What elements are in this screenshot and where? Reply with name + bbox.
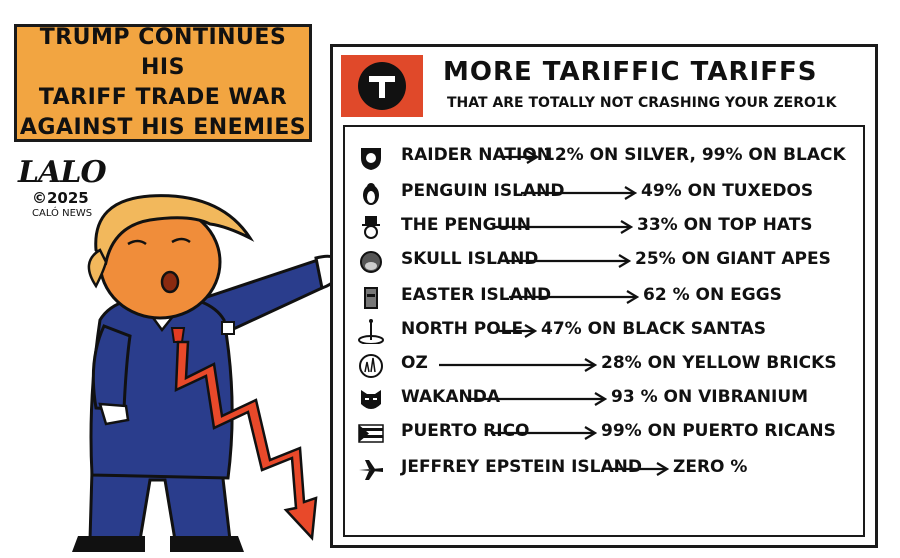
tariff-row: THE PENGUIN 33% ON TOP HATS [345,211,862,243]
tariff-place: JEFFREY EPSTEIN ISLAND [401,457,642,477]
tariff-rate: 93 % ON VIBRANIUM [611,387,809,407]
panther-mask-icon [357,386,385,412]
tariff-row: EASTER ISLAND 62 % ON EGGS [345,281,862,313]
north-pole-icon [357,318,385,345]
board-title: MORE TARIFFIC TARIFFS [443,57,818,87]
emerald-city-icon [357,352,385,378]
hanging-arm [91,324,132,412]
caption-box: TRUMP CONTINUES HIS TARIFF TRADE WAR AGA… [14,24,312,142]
moai-head-icon [357,284,385,310]
right-eye [171,237,191,244]
pointing-arm [195,258,324,341]
shirt-collar [137,298,189,333]
t-logo-icon [358,62,406,110]
artist-signature: LALO ©2025 CALÓ NEWS [18,157,128,221]
lapel-pin [221,321,235,335]
tariff-rate: 47% ON BLACK SANTAS [541,319,767,339]
tariff-place: PENGUIN ISLAND [401,181,565,201]
tariff-row: WAKANDA 93 % ON VIBRANIUM [345,383,862,415]
tariff-place: WAKANDA [401,387,500,407]
tariff-place: RAIDER NATION [401,145,551,165]
puerto-rico-flag-icon [357,420,385,446]
tariff-rate: 49% ON TUXEDOS [641,181,814,201]
raiders-shield-icon [357,144,385,170]
tariff-row: NORTH POLE 47% ON BLACK SANTAS [345,315,862,347]
tariff-row: RAIDER NATION 12% ON SILVER, 99% ON BLACK [345,141,862,173]
tariff-list: RAIDER NATION 12% ON SILVER, 99% ON BLACK… [343,125,865,537]
tariff-place: NORTH POLE [401,319,524,339]
tariff-row: PENGUIN ISLAND 49% ON TUXEDOS [345,177,862,209]
tariff-place: OZ [401,353,428,373]
tariff-row: JEFFREY EPSTEIN ISLAND ZERO % [345,453,862,485]
right-arrow-icon [609,462,669,476]
right-arrow-icon [499,324,537,338]
penguin-icon [357,180,385,206]
right-arrow-icon [521,186,637,200]
signature-year: ©2025 [32,189,89,207]
board-subtitle: THAT ARE TOTALLY NOT CRASHING YOUR ZERO1… [447,95,837,111]
face [98,204,222,320]
left-eye [127,239,147,246]
tariff-logo [341,55,423,117]
right-arrow-icon [501,150,539,164]
tariff-rate: 25% ON GIANT APES [635,249,831,269]
tariff-row: OZ 28% ON YELLOW BRICKS [345,349,862,381]
tariff-rate: 99% ON PUERTO RICANS [601,421,836,441]
tariff-rate: 62 % ON EGGS [643,285,782,305]
mouth [160,270,180,294]
tariff-place: SKULL ISLAND [401,249,539,269]
right-arrow-icon [495,220,633,234]
tie-knot [170,327,186,343]
tariff-row: PUERTO RICO 99% ON PUERTO RICANS [345,417,862,449]
tariff-place: PUERTO RICO [401,421,530,441]
tariff-rate: ZERO % [673,457,748,477]
tariff-rate: 33% ON TOP HATS [637,215,813,235]
right-arrow-icon [439,358,597,372]
right-shoe [170,536,244,552]
signature-org: CALÓ NEWS [32,208,93,219]
ape-face-icon [357,248,385,274]
top-hat-villain-icon [357,214,385,240]
tariff-board: MORE TARIFFIC TARIFFS THAT ARE TOTALLY N… [330,44,878,548]
right-arrow-icon [491,426,597,440]
hanging-hand [98,402,130,426]
trouser-legs [88,468,232,542]
airplane-icon [357,456,385,482]
right-arrow-icon [501,254,631,268]
left-shoe [72,536,145,552]
signature-name: LALO [18,155,107,190]
tariff-rate: 28% ON YELLOW BRICKS [601,353,837,373]
suit-jacket [89,294,234,480]
crash-arrow [174,340,318,541]
right-arrow-icon [469,392,607,406]
tariff-place: THE PENGUIN [401,215,531,235]
right-arrow-icon [509,290,639,304]
tariff-rate: 12% ON SILVER, 99% ON BLACK [543,145,846,165]
tariff-place: EASTER ISLAND [401,285,552,305]
caption-text: TRUMP CONTINUES HIS TARIFF TRADE WAR AGA… [19,25,307,140]
hair-back [87,248,108,289]
tariff-row: SKULL ISLAND 25% ON GIANT APES [345,245,862,277]
